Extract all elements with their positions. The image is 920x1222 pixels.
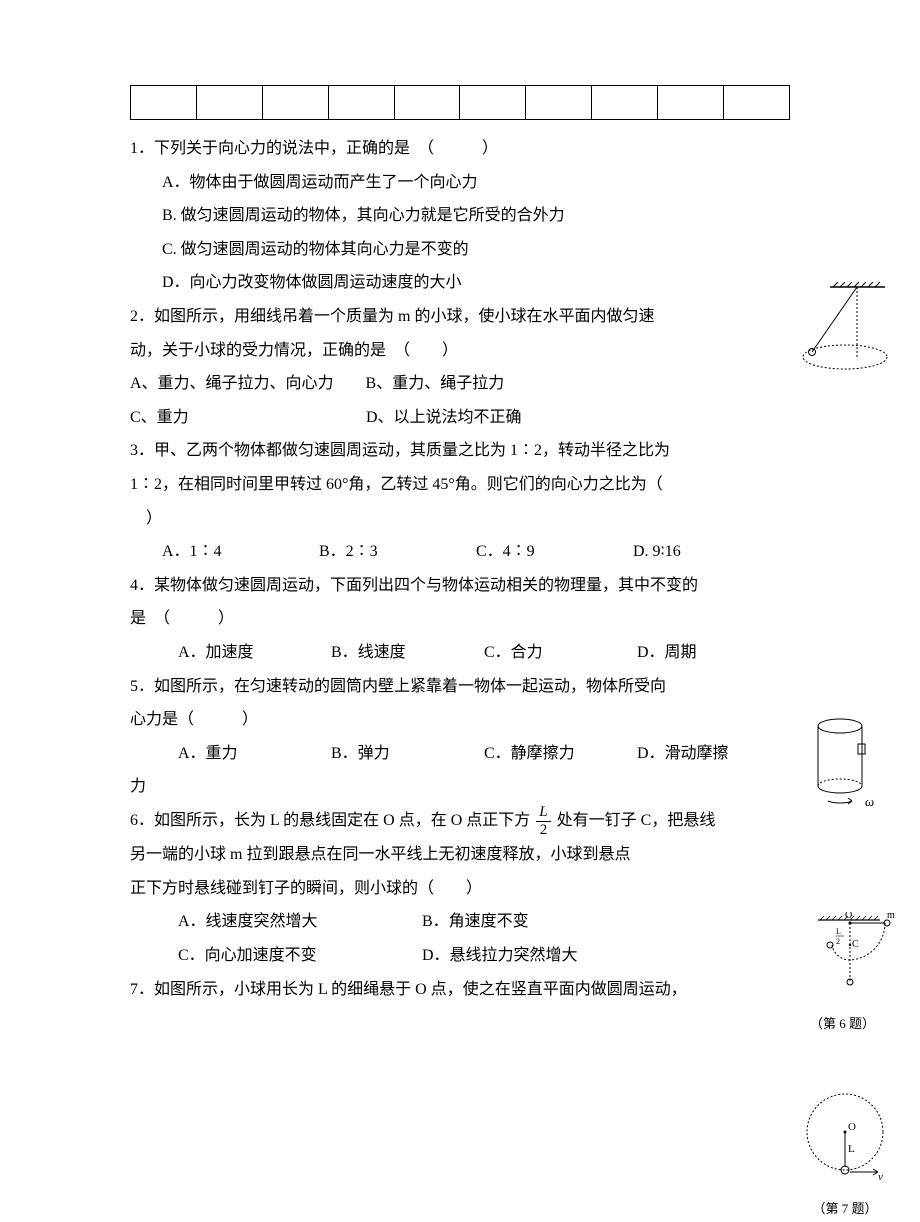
figure-conical-pendulum (800, 282, 890, 386)
frac-num: L (536, 804, 550, 822)
q5-opt-b: B．弹力 (331, 737, 484, 771)
q5-stem2: 心力是（ ） (130, 703, 790, 737)
q6-opts-row2: C．向心加速度不变 D．悬线拉力突然增大 (130, 939, 790, 973)
q5-opt-d: D．滑动摩擦 (637, 737, 790, 771)
q4-stem1: 4．某物体做匀速圆周运动，下面列出四个与物体运动相关的物理量，其中不变的 (130, 569, 790, 603)
q6-opt-d: D．悬线拉力突然增大 (422, 947, 578, 964)
svg-text:O: O (845, 912, 852, 921)
vertical-circle-icon: O L v (800, 1087, 890, 1182)
question-1: 1．下列关于向心力的说法中，正确的是 （ ） A．物体由于做圆周运动而产生了一个… (130, 132, 790, 300)
q4-opt-c: C．合力 (484, 636, 637, 670)
q3-opt-d: D. 9∶16 (633, 535, 790, 569)
answer-table (130, 85, 790, 120)
q6-stem3: 正下方时悬线碰到钉子的瞬间，则小球的（ ） (130, 872, 790, 906)
q3-stem2: 1∶2，在相同时间里甲转过 60°角，乙转过 45°角。则它们的向心力之比为（ (130, 468, 790, 502)
svg-text:v: v (878, 1171, 883, 1182)
figure-cylinder: ω (810, 716, 885, 825)
figure-vertical-circle: O L v （第 7 题） (800, 1087, 890, 1222)
q5-opt-a: A．重力 (178, 737, 331, 771)
q5-stem1: 5．如图所示，在匀速转动的圆筒内壁上紧靠着一物体一起运动，物体所受向 (130, 670, 790, 704)
q1-opt-d: D．向心力改变物体做圆周运动速度的大小 (130, 266, 790, 300)
q4-opt-a: A．加速度 (178, 636, 331, 670)
q6-opts-row1: A．线速度突然增大 B．角速度不变 (130, 905, 790, 939)
fig7-caption: （第 7 题） (800, 1195, 890, 1222)
q2-opt-c: C、重力 (130, 401, 362, 435)
q3-opt-c: C．4∶9 (476, 535, 633, 569)
q4-opt-d: D．周期 (637, 636, 790, 670)
q5-options: A．重力 B．弹力 C．静摩擦力 D．滑动摩擦 (130, 737, 790, 771)
fraction-L-over-2: L 2 (536, 804, 550, 838)
svg-text:2: 2 (836, 937, 840, 946)
question-5: 5．如图所示，在匀速转动的圆筒内壁上紧靠着一物体一起运动，物体所受向 心力是（ … (130, 670, 790, 804)
q1-opt-b: B. 做匀速圆周运动的物体，其向心力就是它所受的合外力 (130, 199, 790, 233)
figure-nail-pendulum: O m C L 2 （第 6 题） (790, 912, 895, 1037)
q5-opt-c: C．静摩擦力 (484, 737, 637, 771)
q3-opt-b: B．2∶3 (319, 535, 476, 569)
q6-stem-pre: 6．如图所示，长为 L 的悬线固定在 O 点，在 O 点正下方 (130, 812, 530, 829)
q1-opt-c: C. 做匀速圆周运动的物体其向心力是不变的 (130, 233, 790, 267)
q6-opt-c: C．向心加速度不变 (178, 939, 418, 973)
q5-tail: 力 (130, 770, 790, 804)
content: 1．下列关于向心力的说法中，正确的是 （ ） A．物体由于做圆周运动而产生了一个… (130, 132, 790, 1006)
q2-opt-ab: A、重力、绳子拉力、向心力 B、重力、绳子拉力 (130, 367, 790, 401)
question-6: 6．如图所示，长为 L 的悬线固定在 O 点，在 O 点正下方 L 2 处有一钉… (130, 804, 790, 973)
question-3: 3．甲、乙两个物体都做匀速圆周运动，其质量之比为 1∶2，转动半径之比为 1∶2… (130, 434, 790, 568)
svg-text:m: m (887, 912, 895, 921)
svg-text:L: L (836, 927, 841, 936)
pendulum-icon (800, 282, 890, 377)
q3-stem1: 3．甲、乙两个物体都做匀速圆周运动，其质量之比为 1∶2，转动半径之比为 (130, 434, 790, 468)
q6-stem-suf: 处有一钉子 C，把悬线 (557, 812, 716, 829)
q2-opt-d: D、以上说法均不正确 (366, 409, 522, 426)
q1-opt-a: A．物体由于做圆周运动而产生了一个向心力 (130, 166, 790, 200)
q7-stem: 7．如图所示，小球用长为 L 的细绳悬于 O 点，使之在竖直平面内做圆周运动， (130, 973, 790, 1007)
q4-opt-b: B．线速度 (331, 636, 484, 670)
question-4: 4．某物体做匀速圆周运动，下面列出四个与物体运动相关的物理量，其中不变的 是 （… (130, 569, 790, 670)
q2-stem2: 动，关于小球的受力情况，正确的是 （ ） (130, 334, 790, 368)
q6-stem2: 另一端的小球 m 拉到跟悬点在同一水平线上无初速度释放，小球到悬点 (130, 838, 790, 872)
svg-text:ω: ω (865, 794, 874, 809)
q6-opt-b: B．角速度不变 (422, 913, 529, 930)
nail-pendulum-icon: O m C L 2 (790, 912, 895, 997)
question-2: 2．如图所示，用细线吊着一个质量为 m 的小球，使小球在水平面内做匀速 动，关于… (130, 300, 790, 434)
q2-opt-cd: C、重力 D、以上说法均不正确 (130, 401, 790, 435)
fig6-caption: （第 6 题） (790, 1010, 895, 1037)
svg-text:C: C (852, 939, 859, 950)
q3-stem3: ） (130, 502, 790, 536)
frac-den: 2 (536, 822, 550, 839)
q3-opt-a: A．1∶4 (162, 535, 319, 569)
q1-stem: 1．下列关于向心力的说法中，正确的是 （ ） (130, 132, 790, 166)
q4-stem2: 是 （ ） (130, 602, 790, 636)
q4-options: A．加速度 B．线速度 C．合力 D．周期 (130, 636, 790, 670)
svg-text:L: L (848, 1143, 855, 1155)
q2-stem1: 2．如图所示，用细线吊着一个质量为 m 的小球，使小球在水平面内做匀速 (130, 300, 790, 334)
question-7: 7．如图所示，小球用长为 L 的细绳悬于 O 点，使之在竖直平面内做圆周运动， (130, 973, 790, 1007)
q6-opt-a: A．线速度突然增大 (178, 905, 418, 939)
q6-stem1: 6．如图所示，长为 L 的悬线固定在 O 点，在 O 点正下方 L 2 处有一钉… (130, 804, 790, 838)
svg-text:O: O (848, 1121, 856, 1133)
q3-options: A．1∶4 B．2∶3 C．4∶9 D. 9∶16 (130, 535, 790, 569)
cylinder-icon: ω (810, 716, 885, 816)
